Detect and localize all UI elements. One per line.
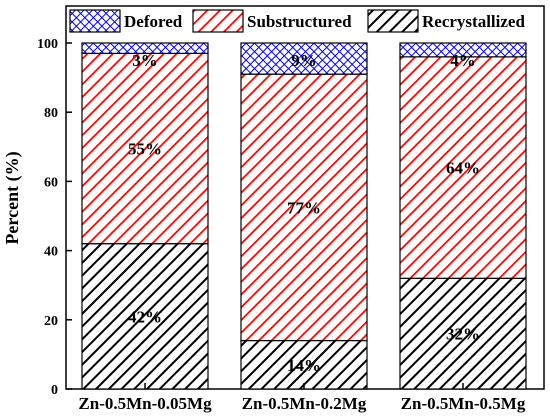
- x-axis-ticks: Zn-0.5Mn-0.05Mg Zn-0.5Mn-0.2Mg Zn-0.5Mn-0.…: [78, 383, 526, 413]
- data-label: 42%: [128, 307, 162, 326]
- x-tick-label: Zn-0.5Mn-0.2Mg: [242, 394, 367, 413]
- data-label: 64%: [446, 159, 480, 178]
- legend-label-substructured: Substructured: [247, 12, 352, 31]
- y-tick-label: 80: [44, 106, 58, 121]
- legend-swatch-substructured: [192, 9, 244, 33]
- legend-label-defored: Defored: [124, 12, 183, 31]
- bar-segment-substructured: [399, 56, 527, 279]
- bar-segment-defored: [240, 42, 368, 75]
- legend: Defored Substructured Recrystallized: [69, 9, 525, 33]
- y-tick-label: 100: [37, 37, 58, 52]
- bar-segment-substructured: [240, 73, 368, 342]
- data-label: 55%: [128, 140, 162, 159]
- data-label: 9%: [291, 51, 317, 70]
- bar-segment-defored: [81, 42, 209, 54]
- legend-swatch-recrystallized: [367, 9, 419, 33]
- bar-segment-substructured: [81, 52, 209, 245]
- legend-swatch-defored: [69, 9, 121, 33]
- bar-segment-recrystallized: [399, 277, 527, 390]
- data-label: 3%: [132, 51, 158, 70]
- legend-label-recrystallized: Recrystallized: [422, 12, 525, 31]
- data-label: 77%: [287, 198, 321, 217]
- y-tick-label: 40: [44, 245, 58, 260]
- bar-segment-defored: [399, 42, 527, 58]
- data-label: 32%: [446, 325, 480, 344]
- bar-segment-recrystallized: [81, 243, 209, 390]
- bars-layer: [81, 42, 527, 390]
- x-tick-label: Zn-0.5Mn-0.05Mg: [78, 394, 212, 413]
- x-tick-label: Zn-0.5Mn-0.5Mg: [401, 394, 526, 413]
- y-tick-label: 0: [51, 383, 58, 398]
- data-labels-layer: 42% 55% 3% 14% 77% 9% 32% 64% 4%: [128, 51, 480, 375]
- y-axis-ticks: 0 20 40 60 80 100: [37, 37, 72, 398]
- y-axis-label: Percent (%): [2, 151, 23, 244]
- data-label: 4%: [450, 51, 476, 70]
- y-tick-label: 60: [44, 175, 58, 190]
- y-tick-label: 20: [44, 314, 58, 329]
- data-label: 14%: [287, 356, 321, 375]
